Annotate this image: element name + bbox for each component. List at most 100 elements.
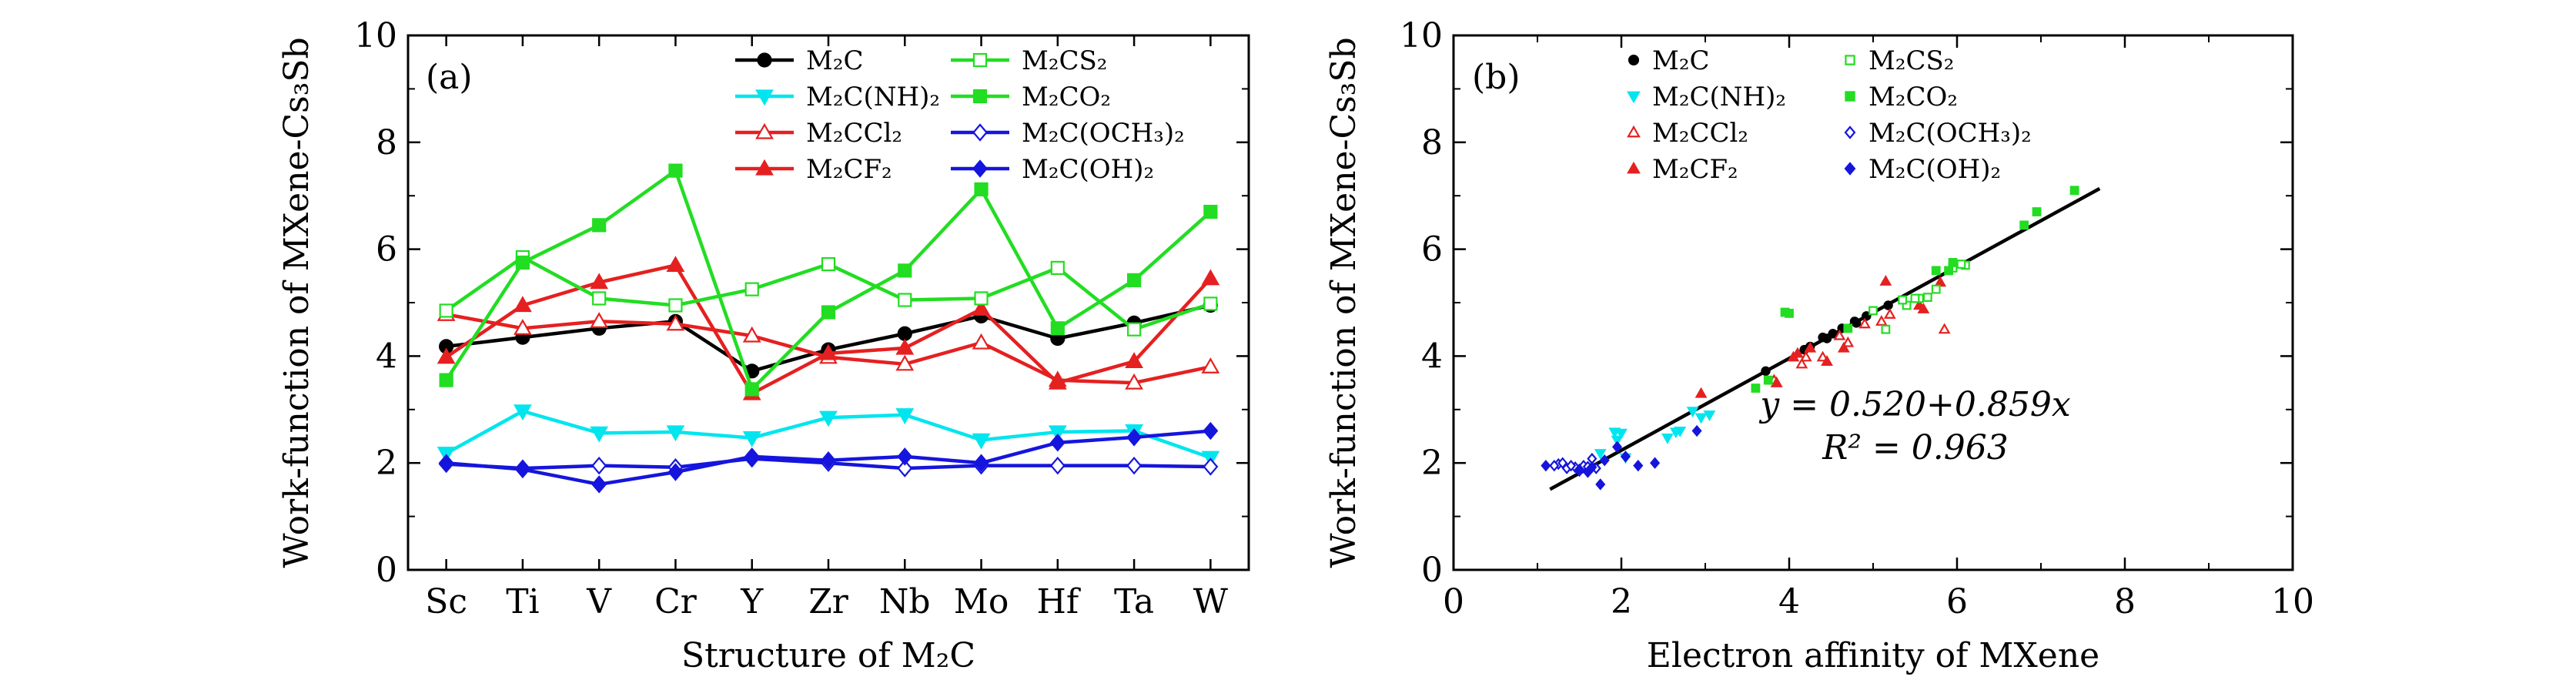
legend-item-m2c-oh-2: M₂C(OH)₂ <box>1844 154 2001 185</box>
point-m2c-oh-2 <box>897 447 913 466</box>
point-m2cs2 <box>668 298 683 313</box>
point-m2c-nh-2 <box>1048 425 1067 442</box>
point-m2cs2 <box>592 291 607 306</box>
point-m2cf2 <box>972 300 991 316</box>
panel-a-label: (a) <box>426 58 473 97</box>
legend-label: M₂C(OH)₂ <box>1022 154 1154 185</box>
point-m2c-och3-2 <box>897 459 913 477</box>
point-m2c-oh-2 <box>1049 434 1066 452</box>
scatter-point-m2ccl2 <box>1795 357 1808 369</box>
legend-label: M₂CO₂ <box>1022 82 1111 112</box>
point-m2c-och3-2 <box>1203 457 1219 476</box>
scatter-point-m2cs2 <box>1881 324 1891 334</box>
point-m2cs2 <box>821 256 836 272</box>
panel-b-label: (b) <box>1472 58 1521 97</box>
scatter-m2co2 <box>1751 186 2079 393</box>
panel-a-axes: 0 2 4 6 8 10 Sc Ti V Cr Y Zr Nb Mo Hf Ta W <box>354 16 1249 621</box>
x-tick-label: Ta <box>1114 582 1154 621</box>
legend-item-m2cf2: M₂CF₂ <box>1627 154 1738 185</box>
scatter-point-m2co2 <box>1948 258 1958 267</box>
panel-b: 0 2 4 6 8 10 0 2 4 6 8 10 (b) Electron affinity of … <box>1324 16 2314 675</box>
point-m2cf2 <box>895 338 915 355</box>
y-tick-label: 0 <box>1421 551 1443 590</box>
scatter-point-m2co2 <box>1763 375 1773 385</box>
point-m2c-oh-2 <box>973 454 989 472</box>
legend-item-m2cf2: M₂CF₂ <box>735 154 892 185</box>
legend-item-m2c-och3-2: M₂C(OCH₃)₂ <box>951 118 1185 149</box>
panel-a-plot-area <box>437 163 1220 494</box>
panel-b-plot-area <box>1541 186 2101 491</box>
scatter-point-m2ccl2 <box>1883 308 1896 319</box>
y-tick-label: 6 <box>376 230 397 270</box>
point-m2c-oh-2 <box>1203 421 1219 440</box>
scatter-point-m2cf2 <box>1791 347 1804 358</box>
y-tick-label: 2 <box>376 444 397 483</box>
panel-b-axes: 0 2 4 6 8 10 0 2 4 6 8 10 <box>1400 16 2314 621</box>
scatter-point-m2c-nh-2 <box>1674 426 1687 437</box>
y-tick-label: 8 <box>1421 123 1443 162</box>
y-tick-label: 4 <box>376 337 397 376</box>
scatter-point-m2cs2 <box>1922 293 1932 302</box>
point-m2ccl2 <box>1201 357 1220 373</box>
point-m2cf2 <box>1125 352 1143 368</box>
point-m2c-nh-2 <box>666 425 685 442</box>
legend-item-m2cs2: M₂CS₂ <box>951 45 1107 76</box>
scatter-m2c <box>1761 300 1893 377</box>
legend-marker <box>1627 161 1641 174</box>
point-m2c-oh-2 <box>821 451 836 470</box>
legend-item-m2c-nh-2: M₂C(NH)₂ <box>1627 82 1786 112</box>
scatter-point-m2c <box>1761 366 1771 377</box>
panel-a-y-axis-label: Work-function of MXene-Cs₃Sb <box>277 37 316 568</box>
scatter-point-m2ccl2 <box>1875 315 1888 326</box>
point-m2c-oh-2 <box>514 460 530 479</box>
legend-marker <box>972 89 988 104</box>
scatter-point-m2c-nh-2 <box>1608 427 1621 439</box>
point-m2c-nh-2 <box>819 410 838 427</box>
scatter-point-m2co2 <box>2069 186 2079 196</box>
scatter-point-m2c <box>1822 333 1832 343</box>
scatter-point-m2c-nh-2 <box>1694 413 1708 424</box>
scatter-point-m2ccl2 <box>1799 350 1812 362</box>
x-tick-label: Y <box>740 582 764 621</box>
scatter-point-m2c <box>1851 318 1862 328</box>
point-m2c-och3-2 <box>1049 456 1066 475</box>
legend-label: M₂CF₂ <box>806 154 892 185</box>
scatter-point-m2c <box>1828 329 1838 339</box>
point-m2co2 <box>439 373 453 387</box>
panel-a-legend: M₂C M₂C(NH)₂ M₂CCl₂ M₂CF₂ M₂CS₂ M₂CO₂ M₂C(OCH₃… <box>735 45 1185 185</box>
legend-marker <box>1844 162 1856 176</box>
legend-label: M₂C <box>1652 45 1709 76</box>
scatter-point-m2ccl2 <box>1833 329 1846 340</box>
point-m2ccl2 <box>895 354 915 371</box>
scatter-point-m2c-oh-2 <box>1620 451 1631 463</box>
x-tick-label: Sc <box>425 582 467 621</box>
legend-label: M₂CF₂ <box>1652 154 1738 185</box>
point-m2c-oh-2 <box>591 475 607 494</box>
legend-label: M₂C(NH)₂ <box>1652 82 1786 112</box>
point-m2c-nh-2 <box>895 408 915 424</box>
point-m2cf2 <box>437 347 456 364</box>
y-tick-label: 10 <box>1400 16 1443 55</box>
fit-equation: y = 0.520+0.859x <box>1758 385 2070 424</box>
legend-marker <box>1627 91 1641 104</box>
point-m2ccl2 <box>972 333 991 350</box>
legend-marker <box>972 123 988 142</box>
legend-label: M₂C(OCH₃)₂ <box>1868 118 2032 149</box>
scatter-point-m2c <box>1883 300 1893 310</box>
x-tick-label: 0 <box>1443 582 1464 621</box>
scatter-point-m2c-och3-2 <box>1557 457 1568 469</box>
x-tick-label: 4 <box>1778 582 1800 621</box>
point-m2cs2 <box>744 282 759 296</box>
point-m2cf2 <box>514 296 532 313</box>
point-m2cf2 <box>1201 269 1220 286</box>
scatter-point-m2cf2 <box>1837 341 1850 353</box>
scatter-point-m2c-och3-2 <box>1566 459 1577 472</box>
series-m2c-nh-2 <box>437 404 1220 467</box>
point-m2co2 <box>744 382 759 397</box>
legend-label: M₂CCl₂ <box>806 118 902 149</box>
scatter-point-m2co2 <box>1751 384 1761 393</box>
point-m2cs2 <box>439 303 453 318</box>
point-m2co2 <box>515 255 530 270</box>
point-m2cs2 <box>898 293 912 307</box>
